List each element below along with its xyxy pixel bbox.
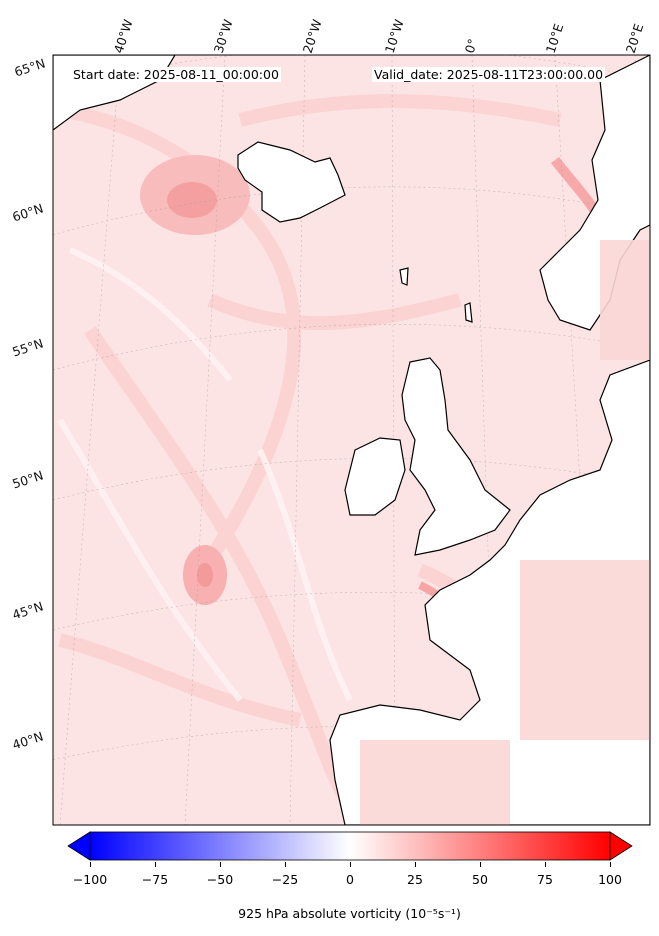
colorbar-tick-label: −50 [206,872,234,887]
colorbar-tick-label: 50 [472,872,488,887]
colorbar-min-extend [67,831,91,861]
great-britain [401,357,511,556]
colorbar-tick-label: 25 [407,872,423,887]
colorbar-tick-mark [90,862,91,867]
colorbar [67,831,633,861]
weak-filaments [57,247,353,702]
colorbar-tick-mark [155,862,156,867]
colorbar-tick-label: −100 [72,872,108,887]
colorbar-tick-mark [415,862,416,867]
valid-date-label: Valid_date: 2025-08-11T23:00:00.00 [372,67,606,82]
colorbar-tick-mark [220,862,221,867]
colorbar-tick-label: −75 [141,872,169,887]
colorbar-tick-mark [285,862,286,867]
colorbar-gradient [89,831,611,861]
colorbar-tick-label: 75 [537,872,553,887]
colorbar-tick-mark [610,862,611,867]
map-area [53,55,650,825]
map-frame [52,54,651,826]
colorbar-tick-label: 0 [346,872,354,887]
colorbar-label: 925 hPa absolute vorticity (10⁻⁵s⁻¹) [238,906,461,921]
start-date-label: Start date: 2025-08-11_00:00:00 [71,67,281,82]
colorbar-tick-label: −25 [271,872,299,887]
ireland [344,437,406,516]
colorbar-tick-mark [350,862,351,867]
colorbar-tick-mark [545,862,546,867]
iceland [237,141,346,223]
colorbar-tick-mark [480,862,481,867]
colorbar-max-extend [609,831,633,861]
colorbar-tick-label: 100 [598,872,622,887]
